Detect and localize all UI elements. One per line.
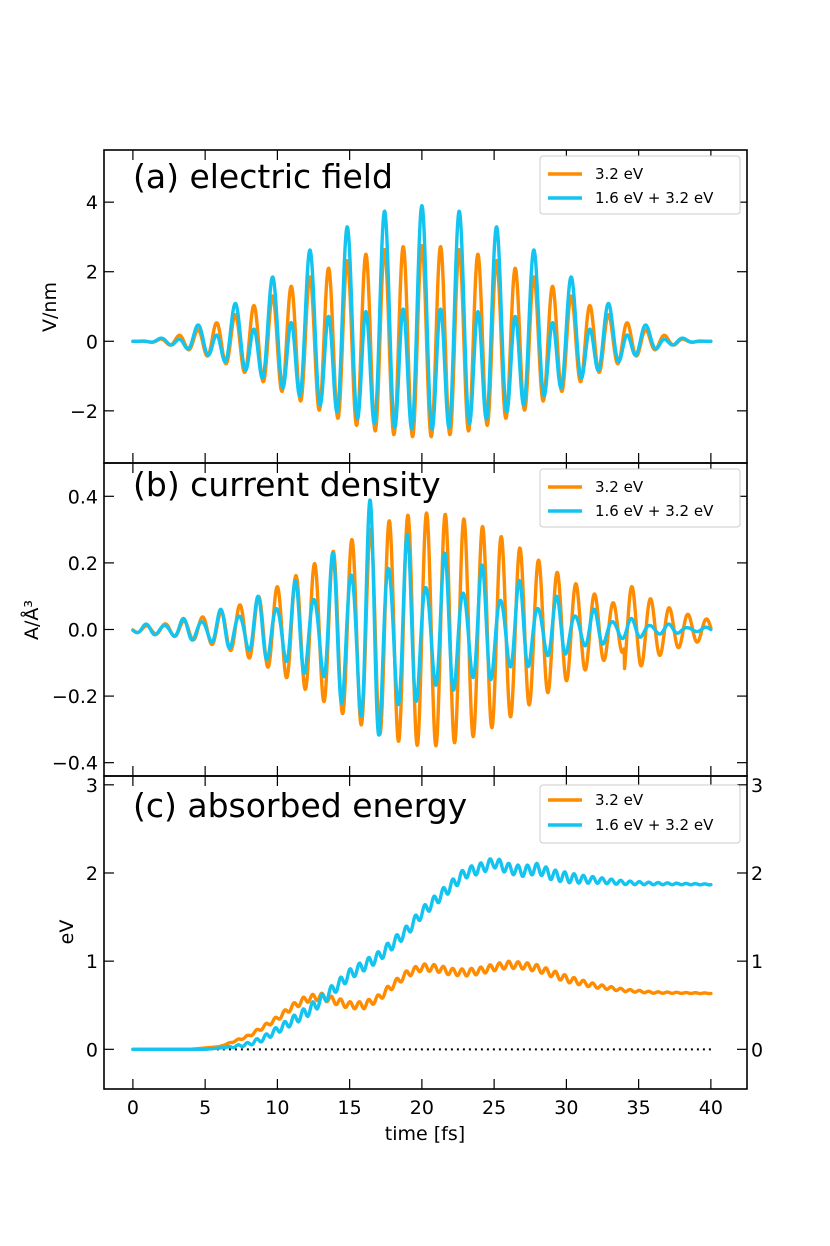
series-line-1-6-ev-3-2-ev — [131, 857, 713, 1052]
legend-label-3-2-ev: 3.2 eV — [595, 791, 644, 809]
y-tick-label: 2 — [86, 262, 98, 284]
panel-electric-field: −2 0 2 4 (a) electric field V/nm 3.2 eV 1.6… — [39, 149, 748, 464]
x-axis-title: time [fs] — [385, 1123, 465, 1145]
y-tick-label: 0.2 — [68, 553, 98, 575]
x-tick-label: 0 — [127, 1097, 139, 1119]
tick-layer: −0.4 −0.2 0.0 0.2 0.4 — [52, 463, 747, 776]
x-tick-label: 20 — [410, 1097, 434, 1119]
series-line-1-6-ev-3-2-ev — [131, 498, 713, 737]
legend: 3.2 eV 1.6 eV + 3.2 eV — [539, 468, 741, 528]
series-layer — [131, 498, 713, 748]
legend: 3.2 eV 1.6 eV + 3.2 eV — [539, 155, 741, 215]
y-tick-label: 0.4 — [68, 486, 98, 508]
series-line-3-2-ev — [131, 959, 713, 1052]
panel-title: (c) absorbed energy — [133, 786, 467, 825]
plot-frame — [103, 775, 748, 1090]
y-tick-label-right: 3 — [751, 775, 763, 797]
y-tick-label: 0.0 — [68, 619, 98, 641]
x-tick-label: 10 — [265, 1097, 289, 1119]
y-tick-label: 3 — [86, 775, 98, 797]
x-tick-label: 40 — [699, 1097, 723, 1119]
panel-title: (b) current density — [133, 465, 441, 504]
y-axis-title: A/Å³ — [20, 600, 43, 640]
x-tick-label: 30 — [554, 1097, 578, 1119]
y-tick-label-right: 1 — [751, 951, 763, 973]
x-tick-label: 15 — [338, 1097, 362, 1119]
y-tick-label-right: 0 — [751, 1039, 763, 1061]
y-tick-label: −0.2 — [52, 686, 98, 708]
y-tick-label: 0 — [86, 331, 98, 353]
panel-title: (a) electric field — [133, 157, 393, 196]
legend-label-two-color: 1.6 eV + 3.2 eV — [595, 502, 714, 520]
x-tick-label: 5 — [199, 1097, 211, 1119]
series-layer — [131, 857, 713, 1052]
panel-current-density: −0.4 −0.2 0.0 0.2 0.4 (b) current density A/… — [20, 462, 748, 777]
y-axis-title: eV — [56, 920, 78, 945]
y-tick-label: 2 — [86, 863, 98, 885]
y-tick-label: 0 — [86, 1039, 98, 1061]
panel-absorbed-energy: 0 5 10 15 20 25 30 35 40 0 0 1 1 2 2 3 3 (c) absorbed en… — [56, 775, 763, 1145]
x-tick-label: 25 — [482, 1097, 506, 1119]
y-tick-label: −0.4 — [52, 753, 98, 775]
legend-label-two-color: 1.6 eV + 3.2 eV — [595, 189, 714, 207]
legend: 3.2 eV 1.6 eV + 3.2 eV — [539, 784, 741, 844]
y-axis-title: V/nm — [39, 282, 61, 332]
y-tick-label: 1 — [86, 951, 98, 973]
legend-label-two-color: 1.6 eV + 3.2 eV — [595, 816, 714, 834]
y-tick-label: −2 — [70, 401, 98, 423]
tick-layer: −2 0 2 4 — [70, 150, 747, 463]
x-tick-label: 35 — [627, 1097, 651, 1119]
series-layer — [131, 203, 713, 439]
legend-label-3-2-ev: 3.2 eV — [595, 478, 644, 496]
series-line-1-6-ev-3-2-ev — [131, 203, 713, 431]
legend-frame — [539, 155, 741, 215]
tick-layer: 0 5 10 15 20 25 30 35 40 0 0 1 1 2 2 3 3 — [86, 775, 763, 1119]
legend-frame — [539, 468, 741, 528]
legend-label-3-2-ev: 3.2 eV — [595, 165, 644, 183]
y-tick-label: 4 — [86, 192, 98, 214]
legend-frame — [539, 784, 741, 844]
y-tick-label-right: 2 — [751, 863, 763, 885]
